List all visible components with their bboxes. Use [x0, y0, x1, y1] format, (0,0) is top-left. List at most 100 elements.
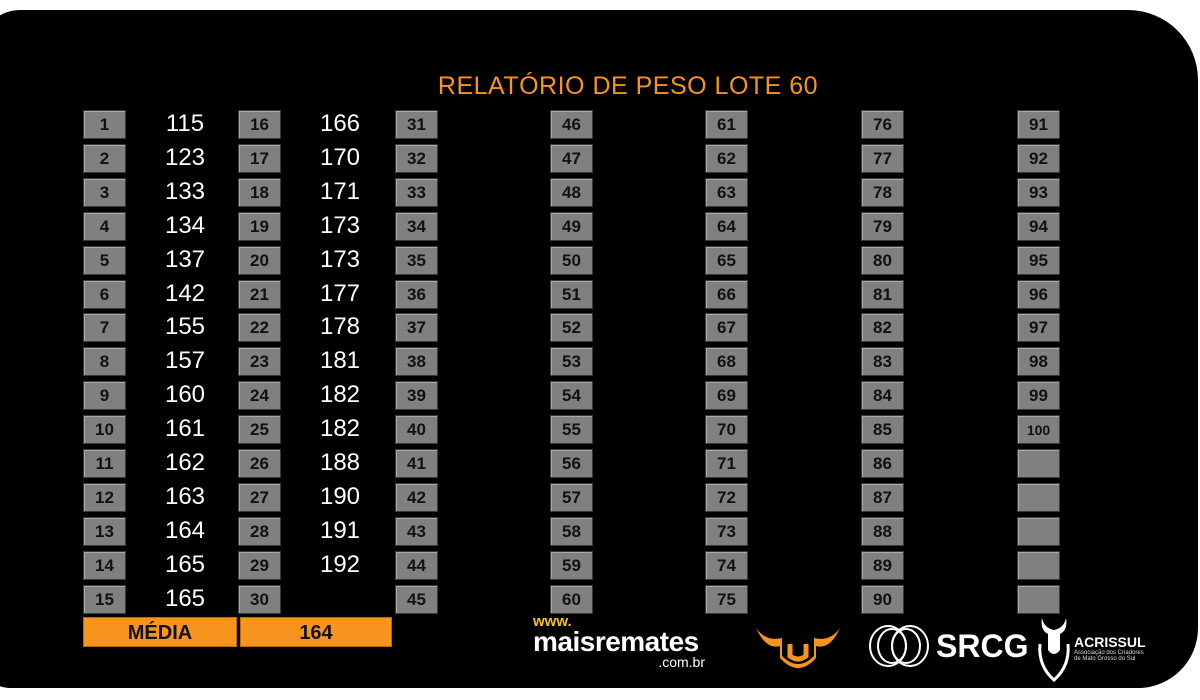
weight-value: 161	[164, 415, 206, 443]
lot-number-cell: 72	[705, 482, 748, 512]
lot-number-cell: 53	[550, 347, 593, 377]
media-value: 164	[240, 617, 392, 647]
weight-value: 182	[319, 415, 361, 443]
lot-number-cell: 26	[238, 449, 281, 478]
lot-number-cell: 7	[83, 313, 126, 343]
lot-number-cell: 2	[83, 143, 126, 173]
weight-value: 178	[319, 313, 361, 341]
lot-number-cell: 27	[238, 482, 281, 512]
lot-number-cell: 24	[238, 381, 281, 411]
lot-number-cell: 78	[861, 177, 904, 207]
lot-number-cell: 25	[238, 415, 281, 445]
lot-number-cell: 38	[395, 347, 438, 377]
weight-value: 166	[319, 110, 361, 137]
weight-value: 182	[319, 381, 361, 409]
weight-value: 165	[164, 584, 206, 612]
lot-number-cell: 71	[705, 449, 748, 478]
media-label: MÉDIA	[83, 617, 237, 647]
lot-number-cell: 93	[1017, 177, 1060, 207]
page-title: RELATÓRIO DE PESO LOTE 60	[437, 72, 819, 100]
lot-number-cell: 16	[238, 110, 281, 139]
lot-number-cell: 46	[550, 110, 593, 139]
weight-value: 191	[319, 516, 361, 544]
lot-number-cell: 12	[83, 482, 126, 512]
acrissul-sub1: Associação dos Criadores	[1074, 650, 1144, 656]
lot-number-cell: 40	[395, 415, 438, 445]
lot-number-cell: 35	[395, 245, 438, 275]
weight-value: 157	[164, 347, 206, 375]
weight-value: 134	[164, 211, 206, 239]
lot-number-cell: 65	[705, 245, 748, 275]
lot-number-cell: 13	[83, 516, 126, 546]
maisremates-logo: www. maisremates .com.br	[533, 613, 713, 670]
lot-number-cell: 31	[395, 110, 438, 139]
lot-number-cell: 39	[395, 381, 438, 411]
lot-number-cell: 4	[83, 211, 126, 241]
lot-number-cell: 33	[395, 177, 438, 207]
logo-www: www.	[533, 613, 572, 630]
lot-number-cell: 60	[550, 584, 593, 614]
lot-number-cell: 95	[1017, 245, 1060, 275]
weight-value: 142	[164, 279, 206, 307]
acrissul-sub2: de Mato Grosso do Sul	[1074, 656, 1136, 662]
lot-number-cell: 20	[238, 245, 281, 275]
logo-domain: .com.br	[658, 654, 705, 670]
lot-number-cell: 77	[861, 143, 904, 173]
lot-number-cell: 92	[1017, 143, 1060, 173]
srcg-logo: SRCG	[868, 624, 1028, 668]
weight-value: 173	[319, 211, 361, 239]
weight-value: 115	[165, 110, 205, 137]
lot-number-cell: 23	[238, 347, 281, 377]
lot-number-cell: 18	[238, 177, 281, 207]
lot-number-cell: 66	[705, 279, 748, 309]
lot-number-cell: 54	[550, 381, 593, 411]
weight-value: 137	[164, 245, 206, 273]
lot-number-cell: 44	[395, 550, 438, 580]
weight-value	[285, 584, 395, 614]
lot-number-cell: 14	[83, 550, 126, 580]
lot-number-cell: 96	[1017, 279, 1060, 309]
lot-number-cell: 48	[550, 177, 593, 207]
lot-number-cell: 75	[705, 584, 748, 614]
weight-value: 171	[319, 177, 361, 205]
acrissul-name: ACRISSUL	[1074, 634, 1146, 650]
lot-number-cell: 99	[1017, 381, 1060, 411]
weight-value: 181	[319, 347, 361, 375]
lot-number-cell: 8	[83, 347, 126, 377]
lot-number-cell: 97	[1017, 313, 1060, 343]
lot-number-cell	[1017, 584, 1060, 614]
lot-number-cell: 64	[705, 211, 748, 241]
lot-number-cell: 36	[395, 279, 438, 309]
weight-value: 173	[319, 245, 361, 273]
lot-number-cell: 43	[395, 516, 438, 546]
weight-value: 190	[319, 482, 361, 510]
lot-number-cell: 32	[395, 143, 438, 173]
weight-value: 170	[319, 143, 361, 171]
lot-number-cell: 45	[395, 584, 438, 614]
weight-value: 192	[319, 550, 361, 578]
weight-value: 133	[164, 177, 206, 205]
lot-number-cell: 51	[550, 279, 593, 309]
lot-number-cell: 56	[550, 449, 593, 478]
lot-number-cell: 1	[83, 110, 126, 139]
lot-number-cell: 42	[395, 482, 438, 512]
lot-number-cell: 62	[705, 143, 748, 173]
lot-number-cell: 90	[861, 584, 904, 614]
srcg-text: SRCG	[936, 627, 1029, 664]
weight-value: 163	[164, 482, 206, 510]
lot-number-cell: 100	[1017, 415, 1060, 445]
lot-number-cell: 19	[238, 211, 281, 241]
lot-number-cell: 69	[705, 381, 748, 411]
lot-number-cell: 79	[861, 211, 904, 241]
acrissul-logo: ACRISSUL Associação dos Criadores de Mat…	[1036, 614, 1146, 682]
lot-number-cell: 55	[550, 415, 593, 445]
lot-number-cell: 9	[83, 381, 126, 411]
lot-number-cell: 37	[395, 313, 438, 343]
lot-number-cell	[1017, 449, 1060, 478]
weight-value: 162	[164, 449, 206, 476]
lot-number-cell: 47	[550, 143, 593, 173]
lot-number-cell: 34	[395, 211, 438, 241]
lot-number-cell	[1017, 482, 1060, 512]
lot-number-cell: 49	[550, 211, 593, 241]
weight-value: 123	[164, 143, 206, 171]
